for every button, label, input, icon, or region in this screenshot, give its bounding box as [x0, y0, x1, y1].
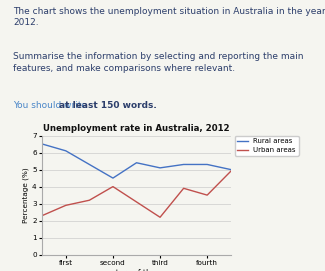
Text: at least 150 words.: at least 150 words.: [59, 101, 157, 111]
Text: The chart shows the unemployment situation in Australia in the year
2012.: The chart shows the unemployment situati…: [13, 7, 325, 27]
Text: You should write: You should write: [13, 101, 90, 111]
Title: Unemployment rate in Australia, 2012: Unemployment rate in Australia, 2012: [43, 124, 230, 133]
Y-axis label: Percentage (%): Percentage (%): [23, 167, 29, 223]
Text: Summarise the information by selecting and reporting the main
features, and make: Summarise the information by selecting a…: [13, 52, 304, 73]
X-axis label: quarters of the year: quarters of the year: [98, 269, 175, 271]
Legend: Rural areas, Urban areas: Rural areas, Urban areas: [235, 136, 299, 156]
